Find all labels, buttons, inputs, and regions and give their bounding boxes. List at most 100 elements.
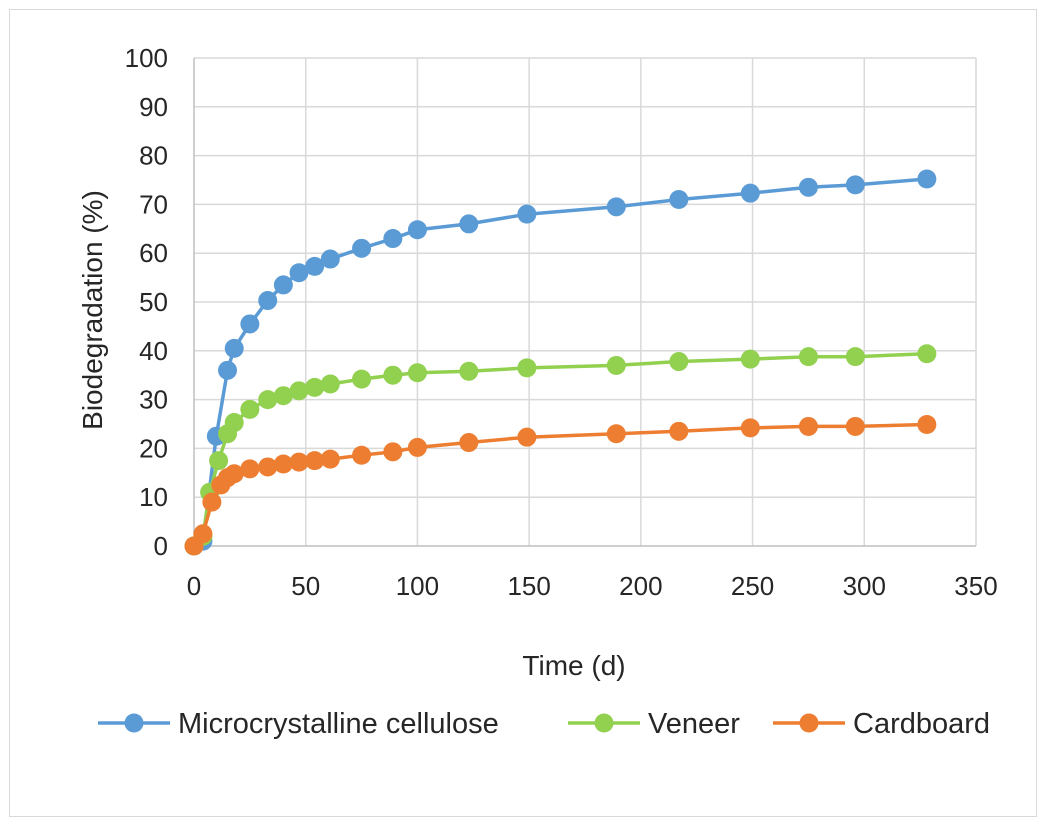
data-point	[240, 399, 260, 419]
data-point	[273, 386, 293, 406]
series-layer	[184, 169, 937, 556]
data-point	[202, 492, 222, 512]
x-tick-label: 300	[843, 571, 886, 601]
x-tick-label: 200	[619, 571, 662, 601]
data-point	[289, 381, 309, 401]
series-line	[192, 351, 927, 548]
data-point	[517, 358, 537, 378]
data-point	[740, 418, 760, 438]
data-point	[352, 445, 372, 465]
data-point	[669, 190, 689, 210]
data-point	[798, 347, 818, 367]
data-point	[305, 256, 325, 276]
data-point	[273, 454, 293, 474]
data-point	[383, 229, 403, 249]
x-axis-title: Time (d)	[522, 650, 625, 681]
y-axis-title: Biodegradation (%)	[77, 190, 108, 430]
legend: Microcrystalline cellulose Veneer Cardboar…	[98, 708, 990, 740]
legend-label: Microcrystalline cellulose	[178, 708, 499, 740]
y-tick-label: 80	[139, 141, 168, 171]
gridlines	[194, 57, 977, 546]
data-point	[407, 437, 427, 457]
data-point	[606, 424, 626, 444]
legend-item: Cardboard	[773, 708, 990, 740]
data-point	[320, 449, 340, 469]
x-tick-label: 50	[291, 571, 320, 601]
data-point	[669, 352, 689, 372]
x-tick-label: 250	[731, 571, 774, 601]
data-point	[669, 421, 689, 441]
data-point	[289, 452, 309, 472]
data-point	[798, 416, 818, 436]
data-point	[606, 355, 626, 375]
data-point	[352, 238, 372, 258]
series-2	[184, 414, 937, 556]
legend-item: Microcrystalline cellulose	[98, 708, 499, 740]
axes	[193, 58, 976, 547]
data-point	[459, 214, 479, 234]
data-point	[459, 433, 479, 453]
legend-swatch-marker	[594, 713, 614, 733]
data-point	[517, 204, 537, 224]
chart-frame: 0 10 20 30 40 50 60 70 80 90 100 0 50 100 150 200 250 30…	[9, 9, 1037, 817]
data-point	[258, 291, 278, 311]
x-tick-label: 350	[954, 571, 997, 601]
data-point	[209, 451, 229, 471]
y-tick-label: 90	[139, 92, 168, 122]
y-tick-label: 10	[139, 482, 168, 512]
legend-swatch-marker	[124, 713, 144, 733]
data-point	[352, 369, 372, 389]
legend-item: Veneer	[568, 708, 740, 740]
data-point	[407, 363, 427, 383]
data-point	[407, 220, 427, 240]
y-tick-label: 50	[139, 287, 168, 317]
line-chart: 0 10 20 30 40 50 60 70 80 90 100 0 50 100 150 200 250 30…	[77, 43, 998, 740]
data-point	[917, 169, 937, 189]
x-tick-labels: 0 50 100 150 200 250 300 350	[187, 571, 998, 601]
data-point	[917, 414, 937, 434]
data-point	[917, 344, 937, 364]
data-point	[289, 263, 309, 283]
y-tick-label: 20	[139, 433, 168, 463]
legend-label: Veneer	[648, 708, 740, 740]
series-line	[192, 422, 927, 548]
data-point	[320, 374, 340, 394]
data-point	[305, 451, 325, 471]
y-tick-label: 100	[125, 43, 168, 73]
y-tick-label: 60	[139, 238, 168, 268]
data-point	[845, 175, 865, 195]
data-point	[606, 197, 626, 217]
legend-swatch-marker	[799, 713, 819, 733]
data-point	[740, 183, 760, 203]
data-point	[517, 427, 537, 447]
data-point	[224, 464, 244, 484]
data-point	[383, 365, 403, 385]
data-point	[240, 314, 260, 334]
data-point	[193, 524, 213, 544]
series-line	[193, 177, 927, 548]
y-tick-label: 0	[154, 531, 168, 561]
x-tick-label: 150	[507, 571, 550, 601]
data-point	[845, 416, 865, 436]
data-point	[224, 338, 244, 358]
data-point	[383, 442, 403, 462]
data-point	[258, 390, 278, 410]
data-point	[218, 360, 238, 380]
legend-label: Cardboard	[853, 708, 990, 740]
data-point	[240, 459, 260, 479]
data-point	[845, 347, 865, 367]
data-point	[459, 361, 479, 381]
data-point	[258, 457, 278, 477]
series-1	[184, 344, 937, 556]
data-point	[320, 249, 340, 269]
data-point	[305, 377, 325, 397]
y-tick-label: 70	[139, 189, 168, 219]
y-tick-label: 40	[139, 336, 168, 366]
x-tick-label: 100	[396, 571, 439, 601]
y-tick-label: 30	[139, 385, 168, 415]
x-tick-label: 0	[187, 571, 201, 601]
data-point	[273, 275, 293, 295]
data-point	[740, 349, 760, 369]
y-tick-labels: 0 10 20 30 40 50 60 70 80 90 100	[125, 43, 168, 561]
data-point	[224, 413, 244, 433]
